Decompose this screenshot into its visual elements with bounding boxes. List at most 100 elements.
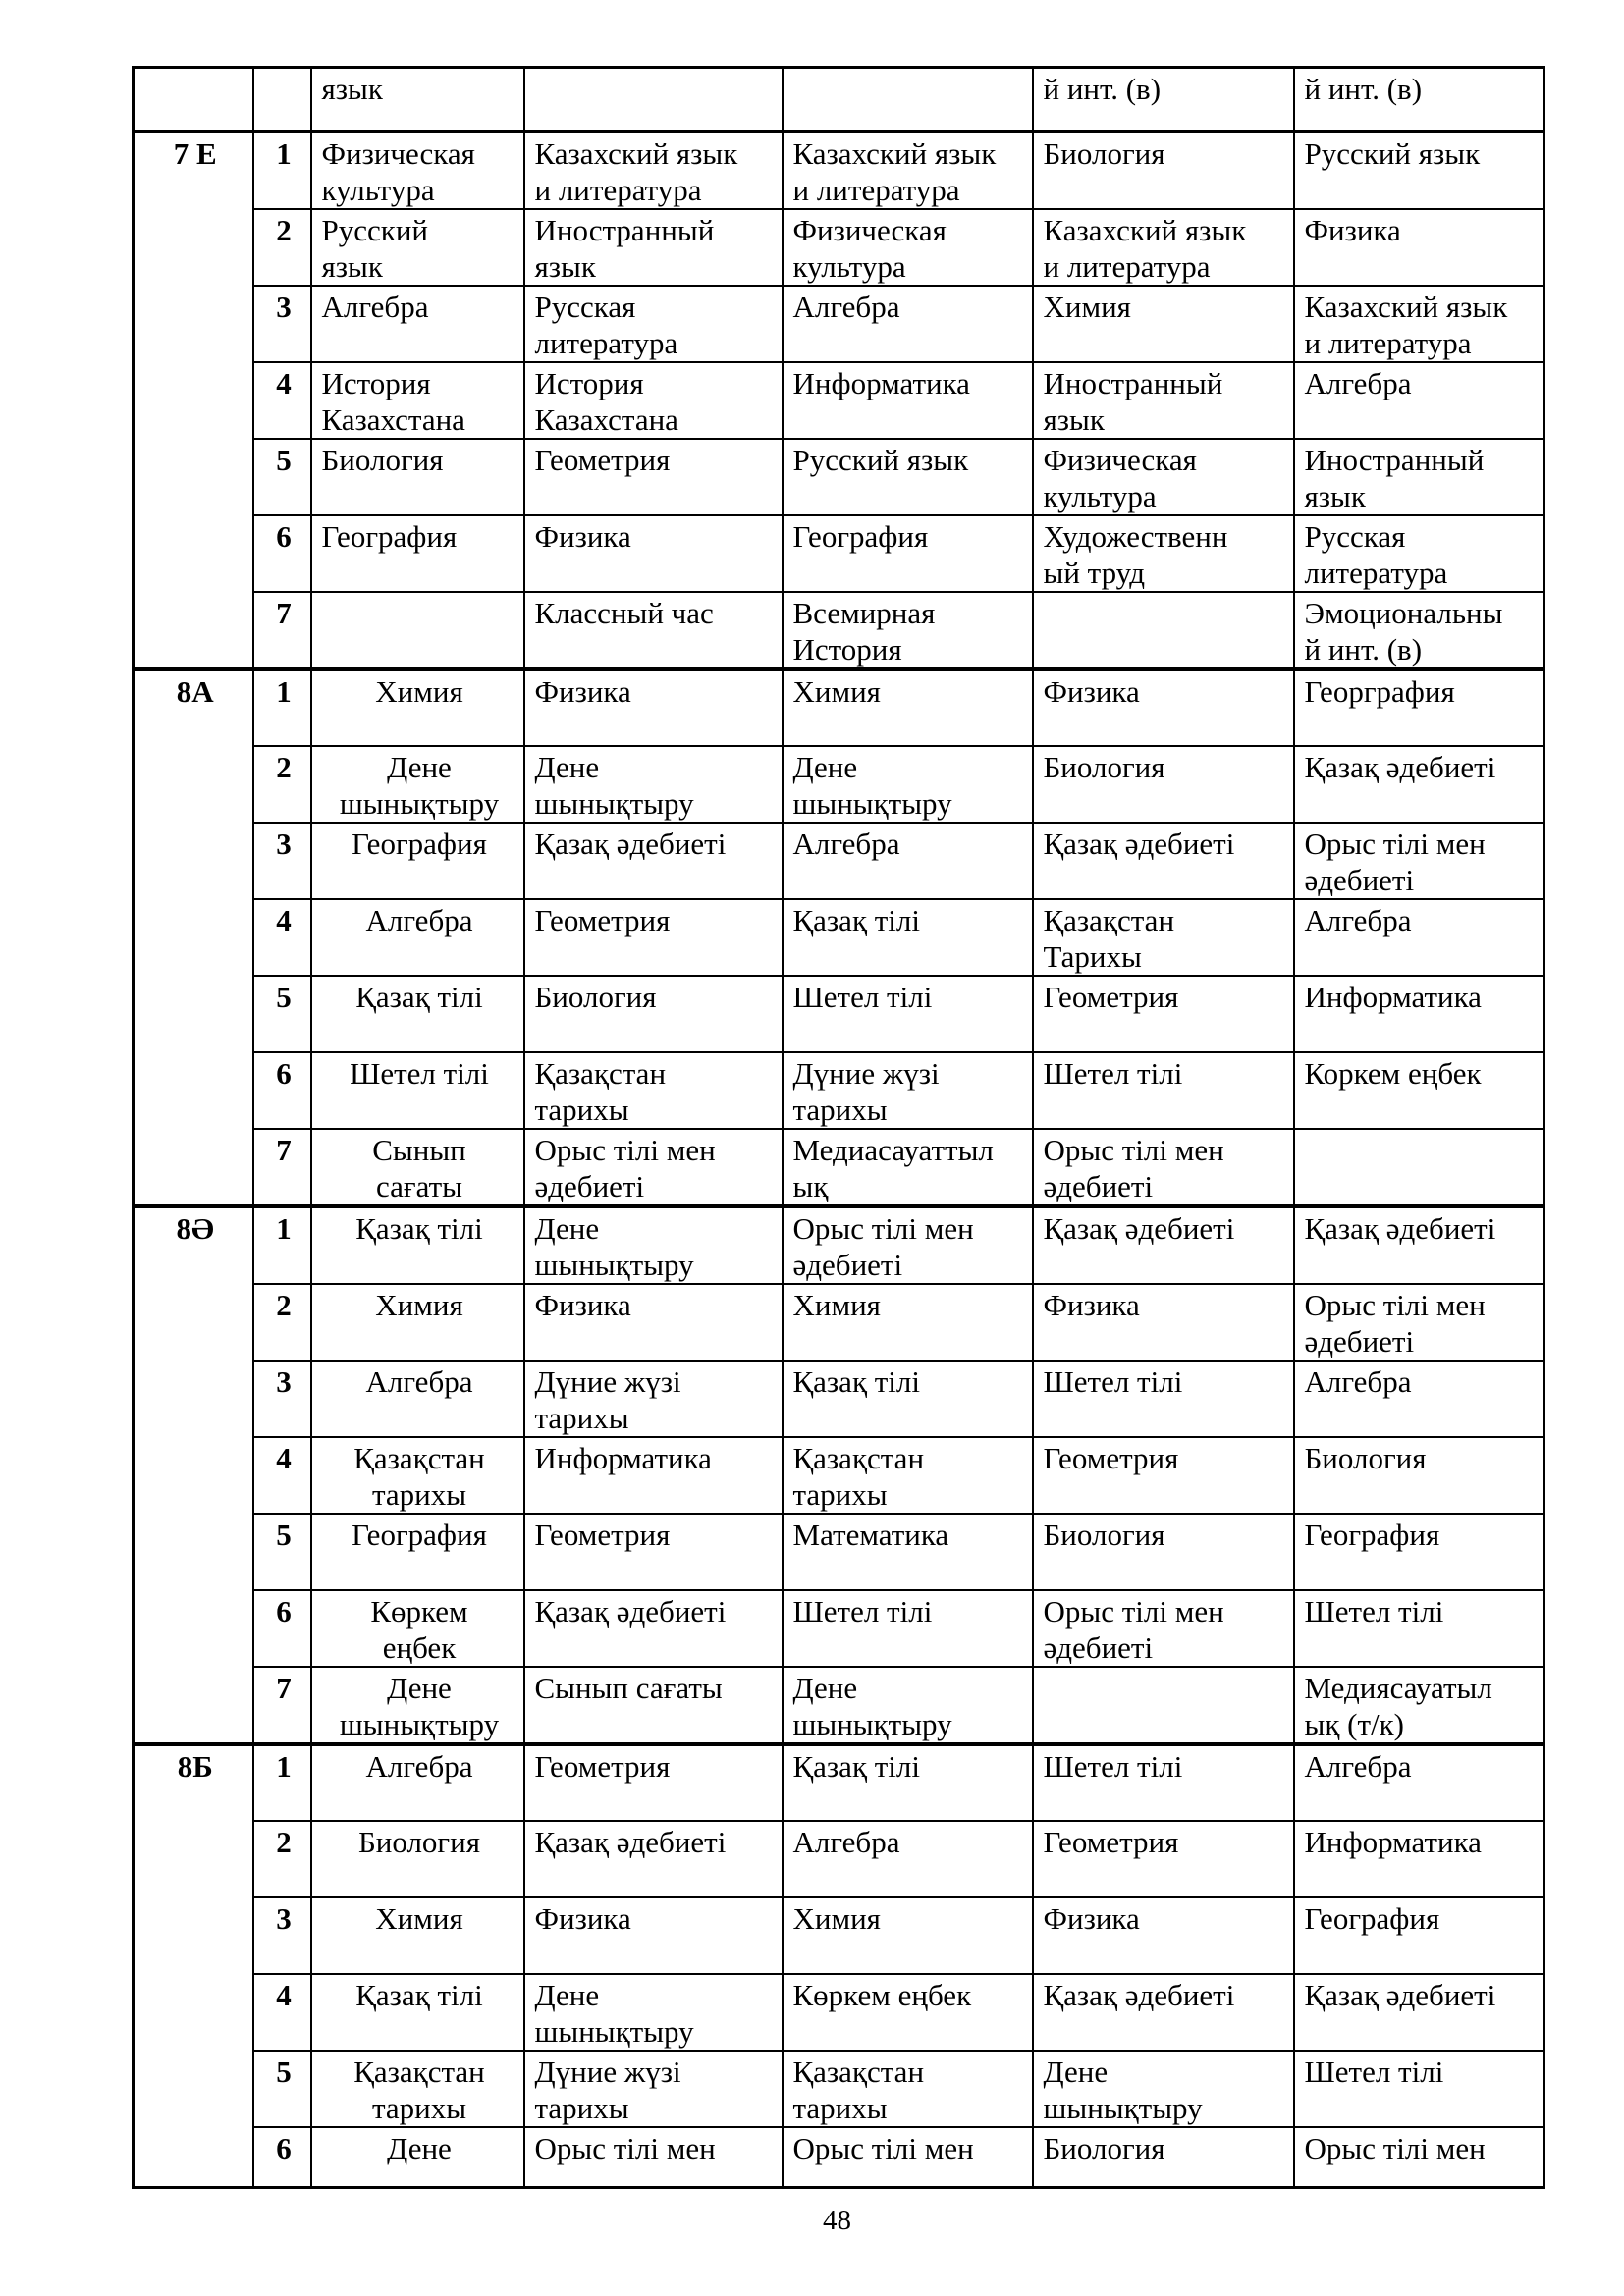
subject-cell: Геометрия xyxy=(522,897,784,977)
subject-cell: Қазақ тілі xyxy=(781,1741,1034,1822)
subject-cell: Физика xyxy=(1031,667,1295,747)
class-label-cell: 8Б xyxy=(132,1741,254,2189)
subject-cell: Қазақ әдебиеті xyxy=(522,1819,784,1898)
subject-cell: Көркем еңбек xyxy=(309,1588,525,1668)
subject-cell: Дене шынықтыру xyxy=(522,1972,784,2052)
period-cell: 4 xyxy=(251,1972,312,2052)
period-cell: 5 xyxy=(251,437,312,516)
page-number: 48 xyxy=(823,2205,851,2236)
subject-cell: Геометрия xyxy=(1031,1819,1295,1898)
subject-cell: Физика xyxy=(1292,207,1545,287)
subject-cell: Иностранный язык xyxy=(522,207,784,287)
subject-cell: Геометрия xyxy=(522,1512,784,1591)
subject-cell: Қазақстан тарихы xyxy=(522,1050,784,1130)
subject-cell: Шетел тілі xyxy=(1031,1741,1295,1822)
table-row: 4 История Казахстана История Казахстана Инф… xyxy=(134,360,1545,440)
subject-cell: Физика xyxy=(1031,1896,1295,1975)
table-row: 6 Шетел тілі Қазақстан тарихы Дүние жүзі та… xyxy=(134,1050,1545,1130)
period-cell: 4 xyxy=(251,1435,312,1515)
subject-cell: Қазақ әдебиеті xyxy=(522,821,784,900)
period-cell xyxy=(251,66,312,133)
period-cell: 1 xyxy=(251,1203,312,1285)
subject-cell: Шетел тілі xyxy=(1031,1359,1295,1438)
subject-cell: Иностранный язык xyxy=(1292,437,1545,516)
subject-cell: Биология xyxy=(309,1819,525,1898)
subject-cell: Дене шынықтыру xyxy=(781,1665,1034,1745)
subject-cell: Дүние жүзі тарихы xyxy=(522,2049,784,2128)
period-cell: 3 xyxy=(251,821,312,900)
subject-cell: Информатика xyxy=(1292,1819,1545,1898)
period-cell: 1 xyxy=(251,667,312,747)
subject-cell: Қазақстан тарихы xyxy=(781,2049,1034,2128)
subject-cell: Русская литература xyxy=(1292,513,1545,593)
period-cell: 2 xyxy=(251,1282,312,1362)
subject-cell: Алгебра xyxy=(1292,1741,1545,1822)
subject-cell: Казахский язык и литература xyxy=(1031,207,1295,287)
subject-cell: Химия xyxy=(1031,284,1295,363)
period-cell: 2 xyxy=(251,744,312,824)
table-row: 5 Биология Геометрия Русский язык Физическая… xyxy=(134,437,1545,516)
subject-cell: Медиасауаттыл ық xyxy=(781,1127,1034,1207)
subject-cell xyxy=(522,66,784,133)
table-row: 8Ә 1 Қазақ тілі Дене шынықтыру Орыс тілі мен… xyxy=(132,1203,1545,1745)
subject-cell: Қазақ әдебиеті xyxy=(1031,1203,1295,1285)
table-row: 3 Химия Физика Химия Физика География xyxy=(134,1896,1545,1975)
subject-cell: География xyxy=(309,1512,525,1591)
subject-cell: Математика xyxy=(781,1512,1034,1591)
subject-cell: Всемирная История xyxy=(781,590,1034,670)
subject-cell: Орыс тілі мен әдебиеті xyxy=(1031,1588,1295,1668)
subject-cell: Биология xyxy=(309,437,525,516)
subject-cell: Қазақ тілі xyxy=(309,1203,525,1285)
period-cell: 7 xyxy=(251,590,312,670)
table-row: 2 Биология Қазақ әдебиеті Алгебра Геометрия И… xyxy=(134,1819,1545,1898)
table-row: 7 Е 1 Физическая культура Казахский язык и … xyxy=(132,129,1545,670)
table-row: 2 Химия Физика Химия Физика Орыс тілі мен әде… xyxy=(134,1282,1545,1362)
subject-cell: Химия xyxy=(309,1896,525,1975)
subject-cell xyxy=(781,66,1034,133)
timetable: язык й инт. (в) й инт. (в) 7 Е 1 Физическая к… xyxy=(132,66,1545,2189)
subject-cell: Эмоциональны й инт. (в) xyxy=(1292,590,1545,670)
table-row: 6 Көркем еңбек Қазақ әдебиеті Шетел тілі Оры… xyxy=(134,1588,1545,1668)
subject-cell: Алгебра xyxy=(1292,897,1545,977)
subject-cell: Қазақ тілі xyxy=(781,1359,1034,1438)
table-row: 2 Дене шынықтыру Дене шынықтыру Дене шынықт… xyxy=(134,744,1545,824)
table-row: 7 Классный час Всемирная История Эмоциональ… xyxy=(134,590,1545,670)
table-row: 7 Сынып сағаты Орыс тілі мен әдебиеті Медиа… xyxy=(134,1127,1545,1207)
subject-cell: География xyxy=(309,821,525,900)
subject-cell: Алгебра xyxy=(309,1359,525,1438)
period-cell: 3 xyxy=(251,1896,312,1975)
table-row: 4 Алгебра Геометрия Қазақ тілі Қазақстан Тар… xyxy=(134,897,1545,977)
subject-cell: Дене шынықтыру xyxy=(522,744,784,824)
subject-cell: Русская литература xyxy=(522,284,784,363)
subject-cell: Физика xyxy=(522,513,784,593)
subject-cell: Физика xyxy=(522,667,784,747)
subject-cell: Орыс тілі мен xyxy=(1292,2125,1545,2189)
subject-cell: Сынып сағаты xyxy=(522,1665,784,1745)
class-label-cell: 8Ә xyxy=(132,1203,254,1745)
period-cell: 7 xyxy=(251,1127,312,1207)
subject-cell: Химия xyxy=(309,667,525,747)
subject-cell: Дене шынықтыру xyxy=(309,744,525,824)
subject-cell: История Казахстана xyxy=(522,360,784,440)
subject-cell: Информатика xyxy=(1292,974,1545,1053)
subject-cell: Физика xyxy=(522,1282,784,1362)
subject-cell: Қазақ тілі xyxy=(309,1972,525,2052)
subject-cell: Орыс тілі мен әдебиеті xyxy=(1031,1127,1295,1207)
subject-cell: Химия xyxy=(781,1282,1034,1362)
table-row: 4 Қазақстан тарихы Информатика Қазақстан та… xyxy=(134,1435,1545,1515)
subject-cell: Орыс тілі мен xyxy=(781,2125,1034,2189)
subject-cell: Информатика xyxy=(781,360,1034,440)
subject-cell: Физическая культура xyxy=(1031,437,1295,516)
subject-cell: Дене шынықтыру xyxy=(522,1203,784,1285)
subject-cell: Алгебра xyxy=(1292,360,1545,440)
subject-cell: Алгебра xyxy=(781,284,1034,363)
class-cell xyxy=(132,66,254,133)
subject-cell: Орыс тілі мен әдебиеті xyxy=(781,1203,1034,1285)
class-label-cell: 8А xyxy=(132,667,254,1207)
subject-cell: Коркем еңбек xyxy=(1292,1050,1545,1130)
period-cell: 6 xyxy=(251,2125,312,2189)
table-row: 4 Қазақ тілі Дене шынықтыру Көркем еңбек Қаз… xyxy=(134,1972,1545,2052)
subject-cell: Дене шынықтыру xyxy=(1031,2049,1295,2128)
subject-cell: Биология xyxy=(1031,744,1295,824)
subject-cell: Алгебра xyxy=(309,1741,525,1822)
